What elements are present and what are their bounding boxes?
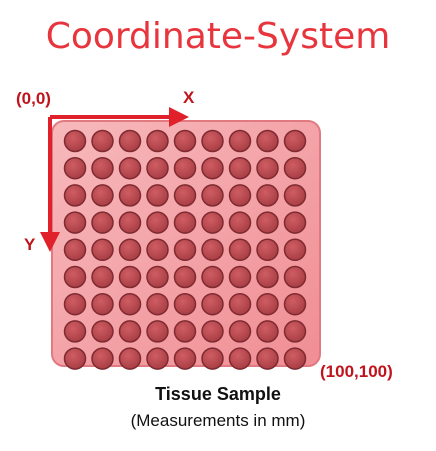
- sample-well: [201, 320, 224, 343]
- sample-well: [173, 292, 197, 316]
- sample-well: [228, 238, 252, 262]
- sample-well: [146, 347, 169, 370]
- sample-well: [63, 184, 87, 207]
- sample-well: [283, 156, 307, 180]
- sample-well: [201, 129, 224, 153]
- sample-well: [173, 129, 197, 153]
- sample-well: [256, 129, 279, 153]
- sample-well: [63, 265, 87, 289]
- sample-well: [63, 347, 87, 370]
- sample-well: [63, 211, 87, 234]
- sample-well: [228, 320, 252, 343]
- sample-well: [173, 265, 197, 289]
- sample-well: [201, 265, 224, 289]
- sample-well: [228, 292, 252, 316]
- sample-well: [146, 320, 169, 343]
- sample-well: [201, 238, 224, 262]
- sample-well: [146, 265, 169, 289]
- sample-well: [91, 184, 114, 207]
- sample-well: [91, 320, 114, 343]
- sample-well: [63, 320, 87, 343]
- sample-well: [283, 184, 307, 207]
- sample-well: [283, 292, 307, 316]
- sample-well: [146, 129, 169, 153]
- sample-well: [118, 156, 142, 180]
- sample-well: [173, 320, 197, 343]
- sample-well: [283, 129, 307, 153]
- sample-well: [118, 238, 142, 262]
- sample-well: [201, 211, 224, 234]
- sample-well: [118, 211, 142, 234]
- sample-well: [63, 129, 87, 153]
- sample-well: [228, 211, 252, 234]
- sample-well: [283, 347, 307, 370]
- sample-well: [228, 265, 252, 289]
- sample-well: [146, 292, 169, 316]
- sample-well: [256, 320, 279, 343]
- sample-well: [91, 347, 114, 370]
- sample-well: [146, 238, 169, 262]
- sample-well: [91, 292, 114, 316]
- sample-well: [118, 129, 142, 153]
- sample-well: [173, 156, 197, 180]
- sample-well: [146, 156, 169, 180]
- sample-well: [63, 238, 87, 262]
- sample-well: [201, 184, 224, 207]
- sample-well: [283, 211, 307, 234]
- sample-wells: [63, 129, 307, 370]
- sample-well: [146, 184, 169, 207]
- sample-well: [228, 129, 252, 153]
- caption-title: Tissue Sample: [155, 384, 281, 404]
- sample-well: [283, 320, 307, 343]
- sample-well: [146, 211, 169, 234]
- sample-well: [256, 211, 279, 234]
- sample-well: [173, 184, 197, 207]
- sample-well: [63, 292, 87, 316]
- sample-well: [91, 211, 114, 234]
- sample-well: [256, 265, 279, 289]
- sample-well: [201, 292, 224, 316]
- sample-well: [256, 156, 279, 180]
- sample-well: [118, 292, 142, 316]
- y-axis-label: Y: [24, 235, 36, 254]
- sample-well: [91, 156, 114, 180]
- sample-well: [63, 156, 87, 180]
- sample-well: [118, 347, 142, 370]
- diagram-title: Coordinate-System: [45, 16, 391, 57]
- sample-well: [118, 320, 142, 343]
- sample-well: [228, 156, 252, 180]
- sample-well: [118, 184, 142, 207]
- origin-label: (0,0): [16, 89, 51, 108]
- caption-subtitle: (Measurements in mm): [130, 411, 306, 430]
- sample-well: [283, 238, 307, 262]
- sample-well: [256, 184, 279, 207]
- sample-well: [91, 238, 114, 262]
- sample-well: [91, 265, 114, 289]
- corner-label: (100,100): [320, 362, 393, 381]
- sample-well: [228, 184, 252, 207]
- sample-well: [173, 238, 197, 262]
- x-axis-label: X: [183, 88, 195, 107]
- sample-well: [256, 238, 279, 262]
- sample-well: [256, 292, 279, 316]
- sample-well: [283, 265, 307, 289]
- sample-well: [91, 129, 114, 153]
- sample-well: [228, 347, 252, 370]
- sample-well: [118, 265, 142, 289]
- sample-well: [201, 347, 224, 370]
- sample-well: [256, 347, 279, 370]
- sample-well: [173, 347, 197, 370]
- sample-well: [201, 156, 224, 180]
- sample-well: [173, 211, 197, 234]
